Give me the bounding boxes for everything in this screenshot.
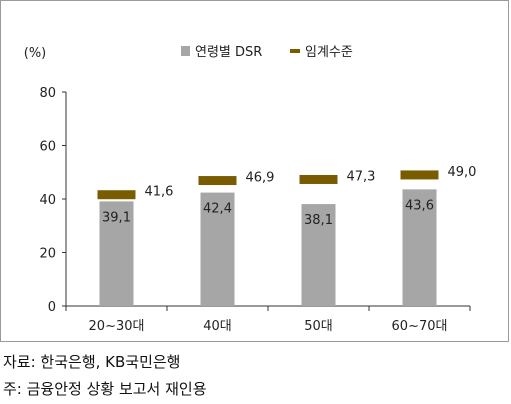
x-tick-label: 20~30대 xyxy=(89,319,145,334)
y-tick-label: 80 xyxy=(39,86,56,101)
bar-data-label: 38,1 xyxy=(304,213,333,228)
bar xyxy=(301,204,336,306)
legend-swatch-dsr xyxy=(181,46,190,56)
y-axis-label: (%) xyxy=(24,46,47,61)
bar xyxy=(200,192,235,306)
bar xyxy=(402,189,437,306)
legend-label-dsr: 연령별 DSR xyxy=(195,45,262,60)
x-tick-label: 50대 xyxy=(304,319,333,334)
threshold-marker xyxy=(299,174,338,184)
chart-frame xyxy=(0,0,509,342)
bar-data-label: 39,1 xyxy=(102,210,131,225)
threshold-data-label: 41,6 xyxy=(145,185,174,200)
y-tick-label: 40 xyxy=(39,193,56,208)
legend-label-threshold: 임계수준 xyxy=(305,45,353,60)
threshold-data-label: 49,0 xyxy=(448,165,477,180)
x-tick-label: 60~70대 xyxy=(392,319,448,334)
bar xyxy=(99,201,134,306)
threshold-marker xyxy=(97,190,136,200)
dsr-bar-chart: 0 20 40 60 80 (%) 20~30대 39,1 41,6 40대 42,4 46,9 50대… xyxy=(24,45,477,334)
threshold-data-label: 46,9 xyxy=(246,171,275,186)
source-note: 자료: 한국은행, KB국민은행 xyxy=(3,353,181,371)
y-tick-label: 20 xyxy=(39,247,56,262)
bar-data-label: 42,4 xyxy=(203,202,232,217)
x-tick-label: 40대 xyxy=(203,319,232,334)
legend-swatch-threshold xyxy=(290,49,300,53)
bar-data-label: 43,6 xyxy=(405,198,434,213)
footnote: 주: 금융안정 상황 보고서 재인용 xyxy=(3,380,207,398)
threshold-marker xyxy=(400,170,439,180)
threshold-data-label: 47,3 xyxy=(347,169,376,184)
threshold-marker xyxy=(198,176,237,186)
y-tick-label: 0 xyxy=(48,300,56,315)
y-tick-label: 60 xyxy=(39,140,56,155)
